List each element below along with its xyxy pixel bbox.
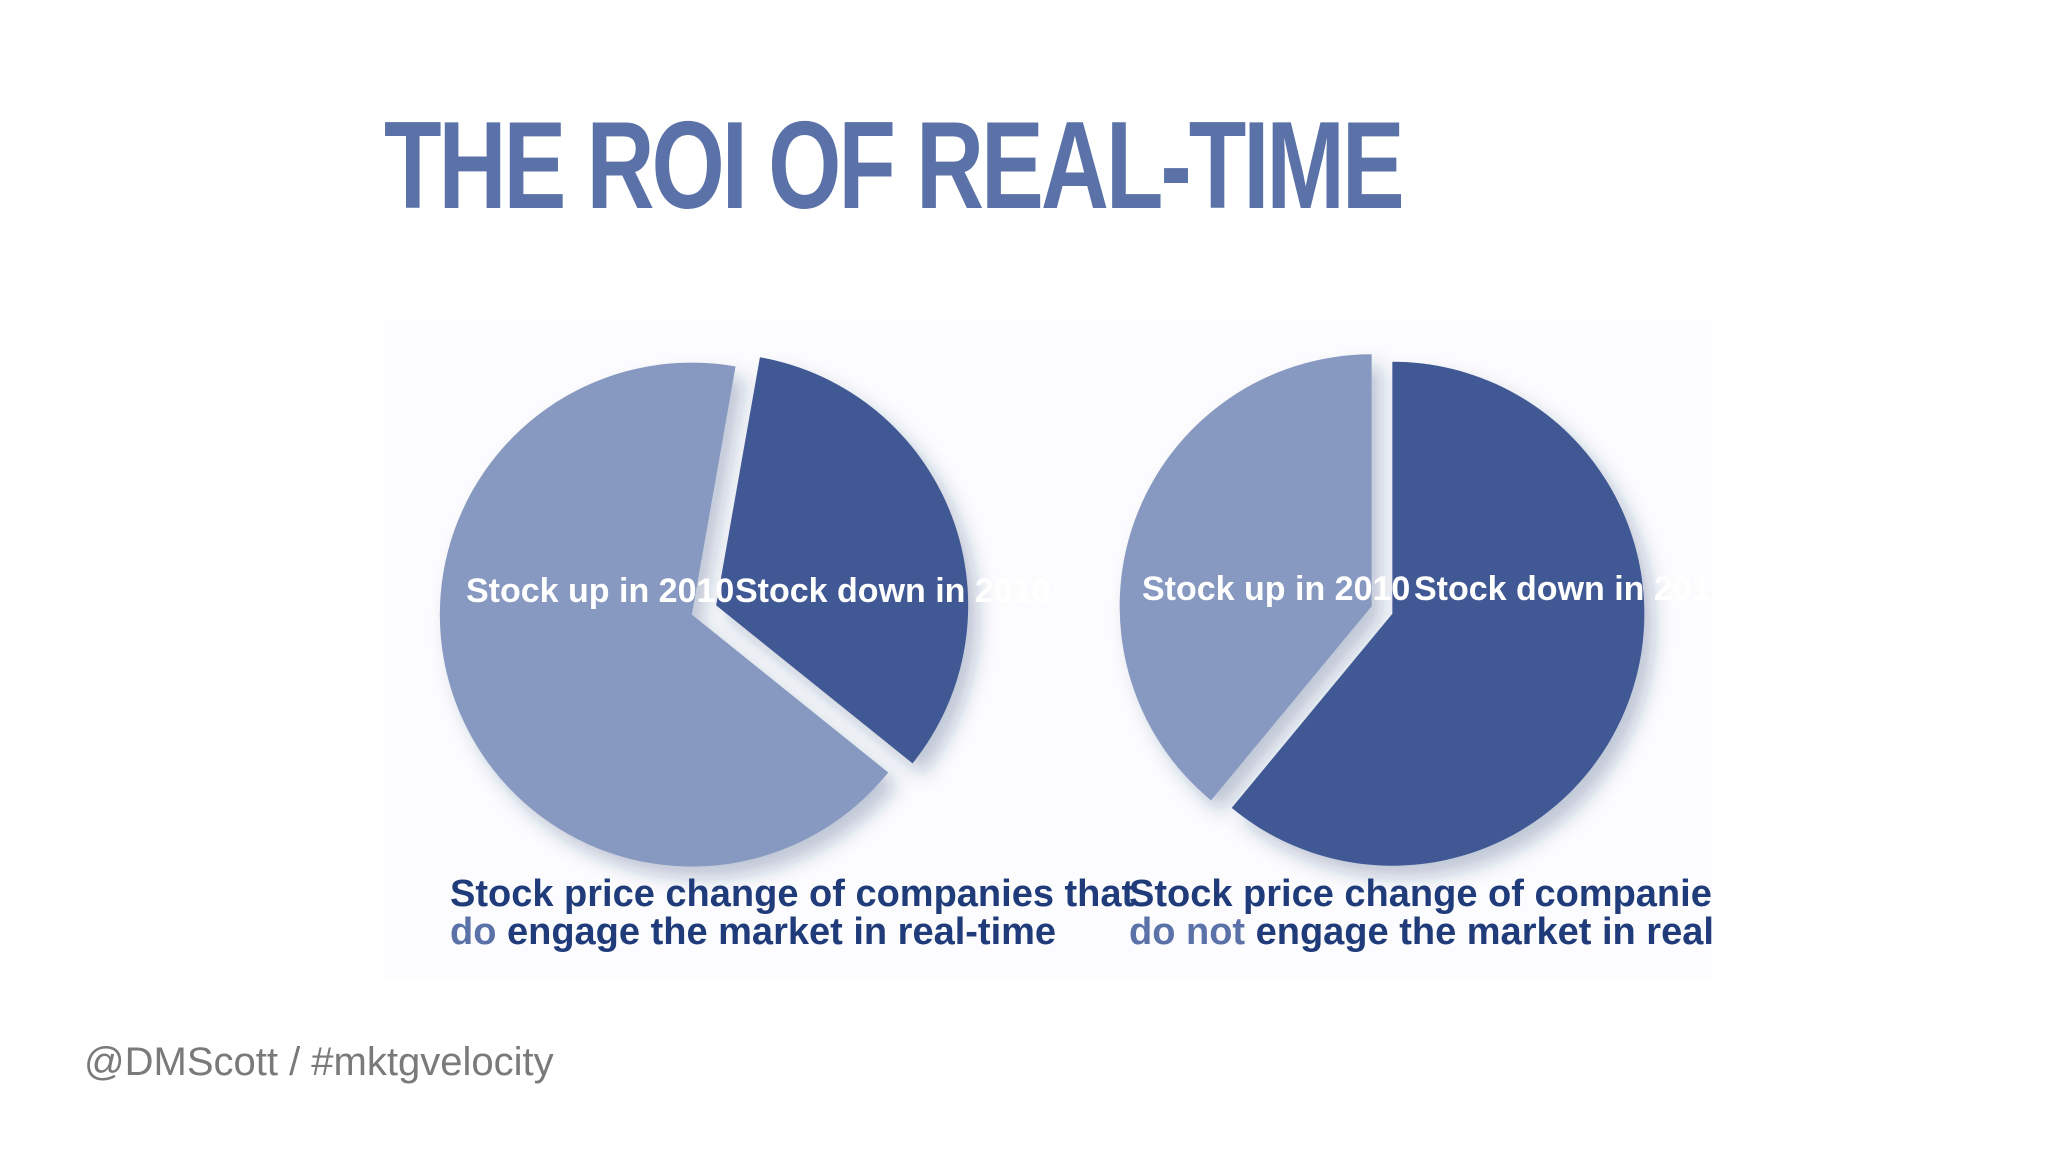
pie-slice-label-stock-up: Stock up in 2010	[466, 572, 734, 610]
pie-slice-label-stock-up: Stock up in 2010	[1142, 570, 1410, 608]
pie-chart-not-engaged: Stock up in 2010 Stock down in 2010 Stoc…	[1119, 354, 1712, 953]
pie-slice-stock-down	[1231, 361, 1645, 866]
slide-title: THE ROI OF REAL-TIME	[384, 97, 1405, 235]
chart-caption-accent: do not	[1129, 911, 1245, 953]
chart-caption-rest: engage the market in real-time	[496, 911, 1056, 953]
pie-slice-stock-up	[1119, 354, 1372, 801]
chart-caption-line2: do engage the market in real-time	[450, 911, 1056, 953]
pie-chart-engaged: Stock up in 2010 Stock down in 2010 Stoc…	[439, 357, 1135, 953]
chart-caption-rest: engage the market in real-time	[1245, 911, 1712, 953]
pie-slice-stock-up	[439, 362, 889, 867]
chart-caption-accent: do	[450, 911, 496, 953]
chart-panel: Stock up in 2010 Stock down in 2010 Stoc…	[384, 320, 1712, 980]
pie-slice-label-stock-down: Stock down in 2010	[1414, 570, 1712, 608]
chart-caption-line1: Stock price change of companies that	[450, 873, 1135, 915]
pie-charts: Stock up in 2010 Stock down in 2010 Stoc…	[439, 354, 1712, 953]
pie-slice-label-stock-down: Stock down in 2010	[735, 572, 1051, 610]
footer-handle: @DMScott / #mktgvelocity	[84, 1040, 554, 1084]
pie-slice-stock-down	[716, 357, 969, 764]
chart-caption-line1: Stock price change of companies that	[1129, 873, 1712, 915]
chart-caption-line2: do not engage the market in real-time	[1129, 911, 1712, 953]
